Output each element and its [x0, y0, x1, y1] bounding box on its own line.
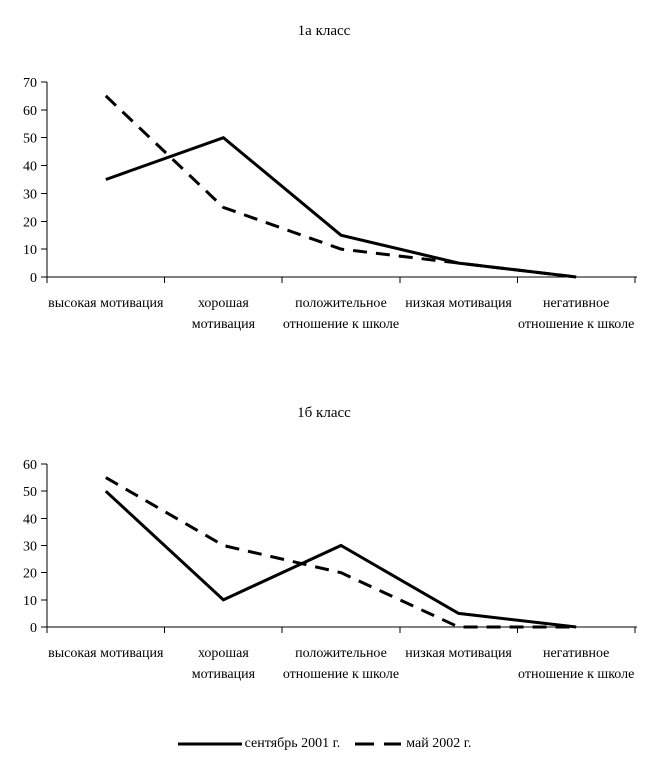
x-category-label: положительное отношение к школе [282, 646, 400, 682]
x-category-label: негативное отношение к школе [518, 296, 635, 332]
y-axis-tick-label: 0 [30, 271, 37, 286]
series-line-solid [105, 136, 577, 279]
y-axis-tick-label: 50 [23, 485, 37, 500]
y-axis-tick-label: 60 [23, 458, 37, 473]
y-axis-tick-label: 20 [23, 567, 37, 582]
chart-legend: сентябрь 2001 г. май 2002 г. [0, 735, 648, 753]
x-category-label: низкая мотивация [405, 296, 512, 311]
chart-1b-title: 1б класс [297, 405, 351, 421]
y-axis-tick-label: 50 [23, 132, 37, 147]
x-category-label: хорошая мотивация [191, 646, 256, 682]
x-category-label: хорошая мотивация [191, 296, 256, 332]
y-axis-tick-label: 30 [23, 187, 37, 202]
chart-1b-category-labels: высокая мотивация хорошая мотивация положи… [47, 643, 635, 685]
chart-1a-plot: 0 10 20 30 40 50 60 70 [23, 76, 637, 286]
legend-solid-line-sample [177, 742, 242, 746]
x-category-label: положительное отношение к школе [282, 296, 400, 332]
y-axis-tick-label: 30 [23, 540, 37, 555]
series-line-dashed [104, 94, 577, 279]
x-category-label: негативное отношение к школе [518, 646, 635, 682]
legend-label-september-2001: сентябрь 2001 г. [244, 736, 341, 751]
series-line-solid [104, 490, 577, 629]
y-axis-tick-label: 40 [23, 512, 37, 527]
chart-1a-category-labels: высокая мотивация хорошая мотивация положи… [47, 293, 635, 335]
y-axis-tick-label: 60 [23, 104, 37, 119]
legend-dashed-line-sample [355, 742, 402, 746]
legend-label-may-2002: май 2002 г. [406, 736, 472, 751]
y-axis-tick-label: 10 [23, 243, 37, 258]
x-category-label: высокая мотивация [48, 646, 164, 661]
y-axis-tick-label: 0 [30, 621, 37, 636]
series-line-dashed [105, 476, 577, 629]
y-axis-tick-label: 70 [23, 76, 37, 91]
y-axis-tick-label: 40 [23, 160, 37, 175]
chart-1b-plot: 0 10 20 30 40 50 60 [23, 458, 637, 636]
chart-1a-title: 1а класс [297, 23, 351, 39]
y-axis-tick-label: 10 [23, 594, 37, 609]
x-category-label: высокая мотивация [48, 296, 164, 311]
y-axis-tick-label: 20 [23, 215, 37, 230]
x-category-label: низкая мотивация [405, 646, 512, 661]
